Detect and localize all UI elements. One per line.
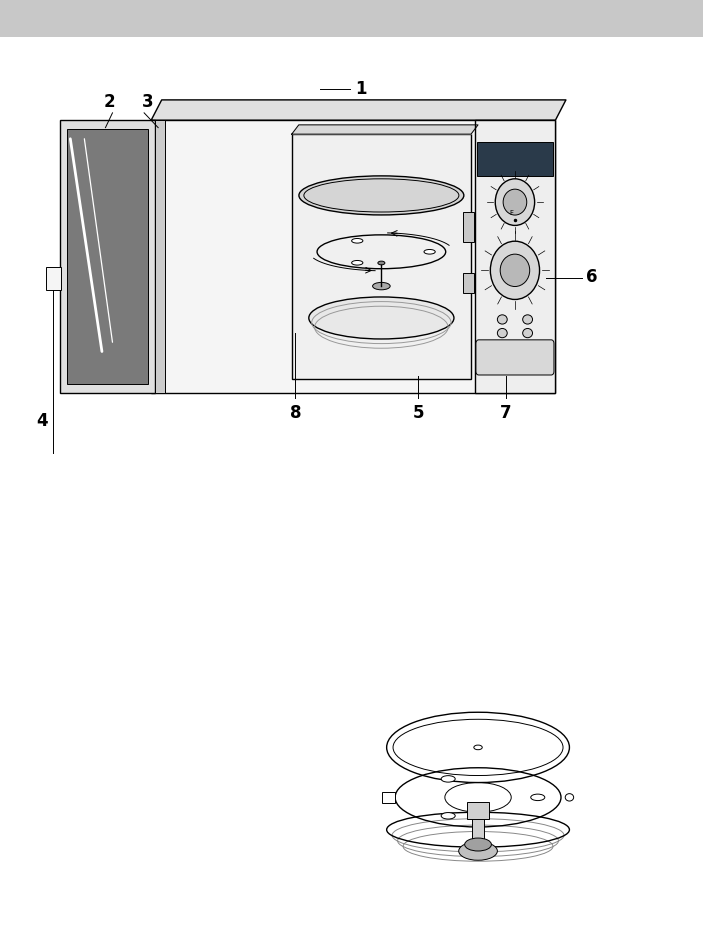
Polygon shape — [292, 125, 478, 134]
Ellipse shape — [459, 842, 498, 860]
Bar — [463, 213, 474, 242]
Ellipse shape — [497, 314, 508, 324]
Ellipse shape — [424, 250, 435, 254]
Bar — [0, 0, 703, 37]
Ellipse shape — [565, 794, 574, 801]
Bar — [472, 805, 484, 842]
Ellipse shape — [387, 712, 569, 783]
FancyBboxPatch shape — [476, 339, 554, 375]
Ellipse shape — [522, 314, 533, 324]
Ellipse shape — [491, 241, 540, 300]
Bar — [67, 130, 148, 384]
Bar — [151, 120, 555, 393]
Ellipse shape — [495, 179, 534, 226]
Ellipse shape — [309, 297, 454, 339]
Ellipse shape — [503, 189, 527, 216]
Ellipse shape — [497, 328, 508, 338]
Ellipse shape — [373, 282, 390, 290]
Text: 7: 7 — [501, 404, 512, 422]
Text: 3: 3 — [142, 93, 153, 111]
Ellipse shape — [299, 176, 464, 215]
Ellipse shape — [441, 776, 456, 783]
Ellipse shape — [465, 838, 491, 851]
Ellipse shape — [501, 254, 530, 287]
Bar — [155, 120, 165, 393]
Bar — [467, 802, 489, 819]
Text: 5: 5 — [413, 404, 424, 422]
FancyBboxPatch shape — [477, 142, 553, 176]
Ellipse shape — [531, 794, 545, 800]
Bar — [382, 792, 395, 803]
Text: 1: 1 — [355, 80, 366, 98]
Text: 4: 4 — [37, 412, 48, 429]
Ellipse shape — [378, 261, 385, 265]
Bar — [292, 134, 471, 379]
Bar — [46, 267, 61, 290]
Bar — [463, 273, 474, 293]
Bar — [475, 120, 555, 393]
Bar — [60, 120, 155, 393]
Ellipse shape — [352, 239, 363, 243]
Polygon shape — [151, 100, 566, 120]
Text: 2: 2 — [103, 93, 115, 111]
Text: 8: 8 — [290, 404, 301, 422]
Text: 6: 6 — [586, 268, 598, 287]
Text: F: F — [510, 210, 513, 216]
Ellipse shape — [441, 812, 456, 819]
Ellipse shape — [352, 261, 363, 265]
Ellipse shape — [522, 328, 533, 338]
